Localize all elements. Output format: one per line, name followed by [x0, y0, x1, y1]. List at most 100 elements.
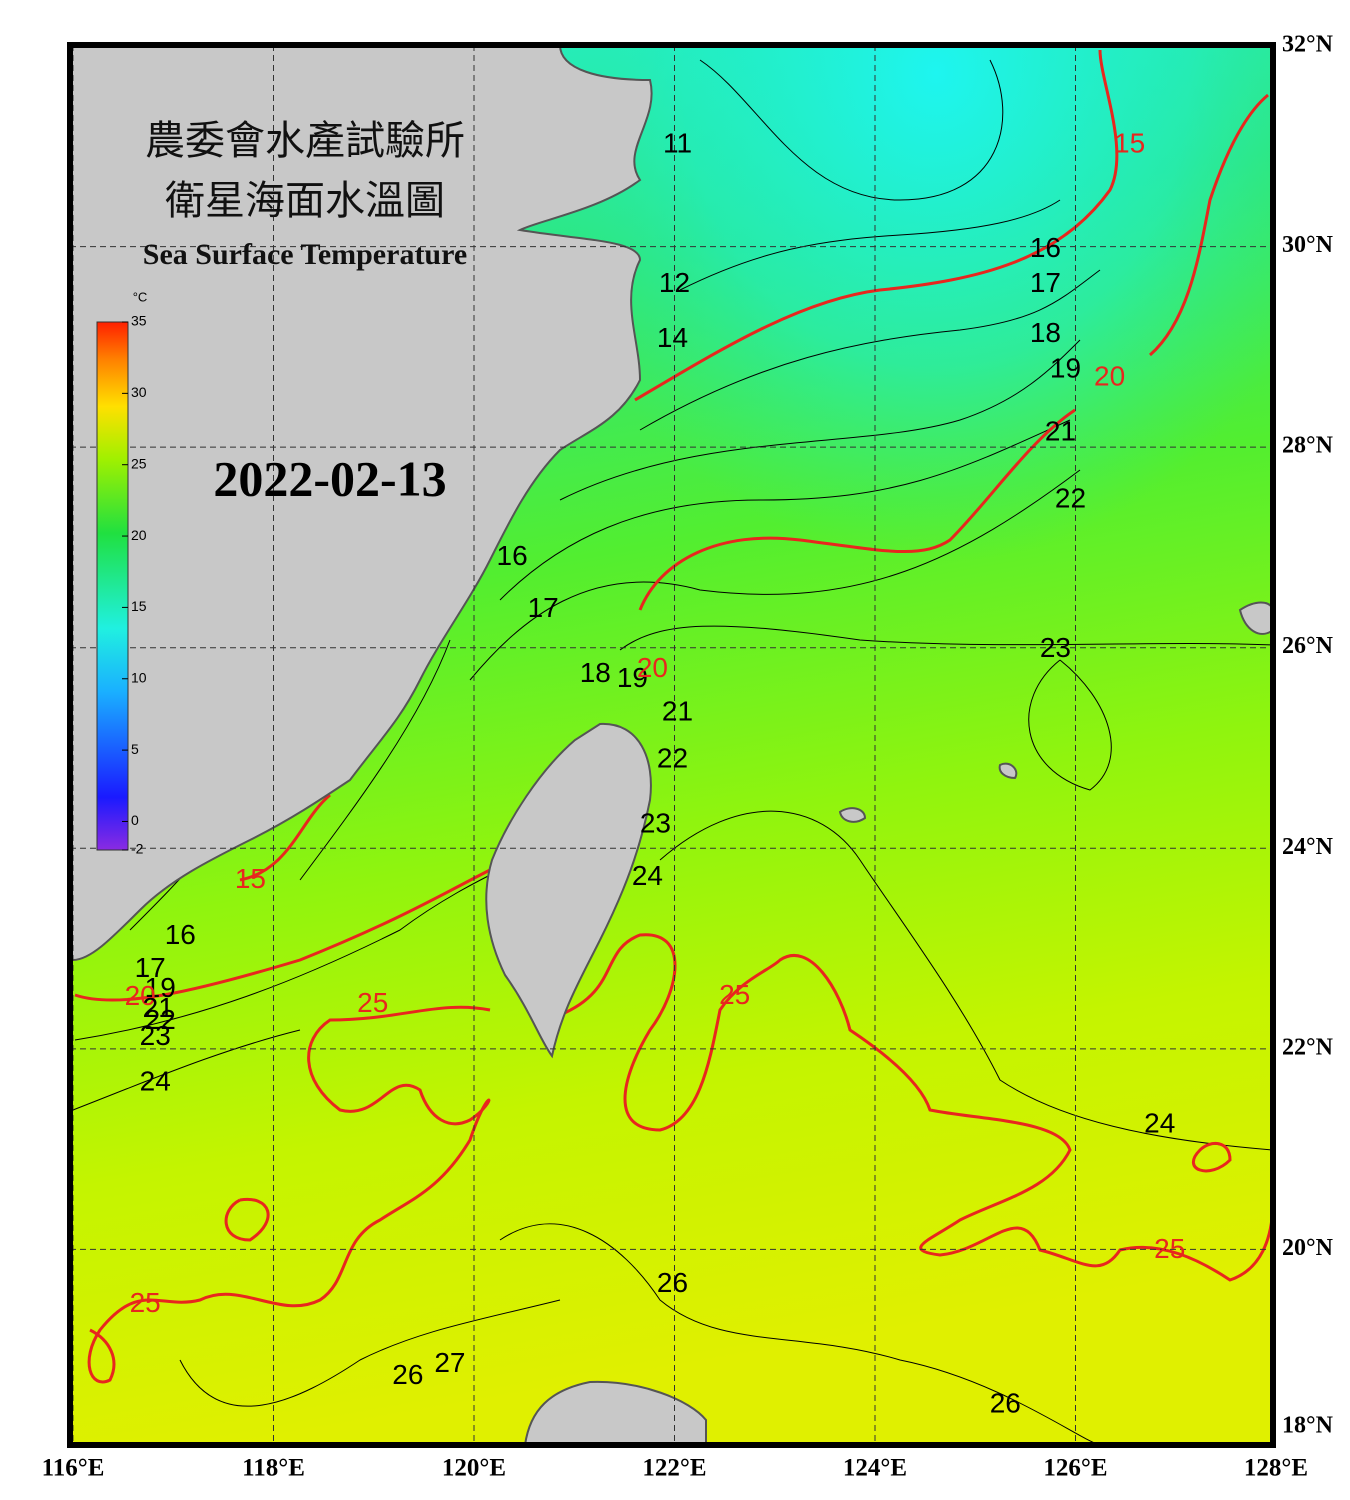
colorbar-tick-label: 5 [131, 741, 139, 757]
title-line-2: 衛星海面水溫圖 [165, 178, 445, 223]
contour-label: 14 [657, 322, 688, 353]
island [998, 762, 1018, 780]
lat-tick-label: 26°N [1282, 633, 1334, 659]
isotherm [72, 1029, 301, 1111]
southern-island [523, 1380, 707, 1445]
contour-label: 24 [1144, 1107, 1175, 1138]
highlight-isotherms [74, 49, 1273, 1384]
title-english: Sea Surface Temperature [143, 238, 467, 271]
colorbar-tick-label: 35 [131, 313, 147, 329]
contour-label: 24 [632, 860, 663, 891]
contour-label: 26 [657, 1267, 688, 1298]
contour-label: 25 [719, 979, 750, 1010]
isotherm-25 [1192, 1141, 1232, 1173]
contour-label: 19 [617, 662, 648, 693]
isotherm-25 [559, 933, 1273, 1282]
lon-tick-label: 128°E [1244, 1455, 1308, 1482]
contour-label: 22 [145, 1004, 176, 1035]
contour-label: 23 [1040, 632, 1071, 663]
colorbar-tick-label: -2 [131, 841, 144, 857]
contour-label: 26 [392, 1359, 423, 1390]
contour-label: 11 [663, 128, 692, 159]
contour-label: 24 [140, 1065, 171, 1096]
isotherm-25 [224, 1197, 270, 1242]
isotherm-25 [87, 1005, 491, 1384]
contour-label: 18 [1030, 317, 1061, 348]
island [838, 807, 867, 823]
contour-label: 23 [140, 1020, 171, 1051]
isotherm [499, 1223, 1101, 1445]
contour-label: 23 [640, 808, 671, 839]
contour-label: 25 [1154, 1233, 1185, 1264]
land [70, 45, 1273, 1445]
isotherm [1028, 659, 1112, 791]
contour-label: 20 [1094, 360, 1125, 391]
contour-label: 22 [1055, 483, 1086, 514]
isotherm-15 [239, 793, 331, 882]
contour-label: 16 [165, 919, 196, 950]
colorbar-tick-label: 30 [131, 384, 147, 400]
contour-label: 20 [125, 980, 156, 1011]
isotherm-20 [638, 408, 1076, 611]
colorbar-ticks: 35 30 25 20 15 10 5 0 -2 [122, 313, 147, 857]
lon-tick-label: 124°E [843, 1455, 907, 1482]
isotherm [499, 419, 1071, 601]
lon-tick-label: 116°E [42, 1455, 105, 1482]
isotherm [659, 810, 1273, 1151]
map-frame [67, 42, 1276, 1448]
lat-tick-label: 24°N [1282, 834, 1334, 860]
isotherm [699, 59, 1004, 201]
contour-label: 21 [143, 992, 174, 1023]
colorbar-tick-label: 15 [131, 598, 147, 614]
isotherm [679, 199, 1061, 291]
contour-label: 16 [497, 540, 528, 571]
title-line-1: 農委會水產試驗所 [145, 118, 465, 163]
lat-tick-label: 28°N [1282, 433, 1334, 459]
isotherm [179, 1299, 561, 1407]
date: 2022-02-13 [213, 450, 446, 506]
contour-label: 22 [657, 742, 688, 773]
island [1238, 601, 1273, 635]
colorbar-tick-label: 25 [131, 455, 147, 471]
contour-label: 19 [145, 972, 176, 1003]
isotherm [559, 339, 1081, 501]
isotherm [74, 869, 501, 1041]
lon-tick-label: 126°E [1043, 1455, 1107, 1482]
lat-tick-label: 22°N [1282, 1034, 1334, 1060]
lat-tick-label: 20°N [1282, 1235, 1334, 1261]
contour-label: 19 [1050, 352, 1081, 383]
contour-label: 17 [1030, 267, 1061, 298]
colorbar-unit: °C [133, 289, 148, 304]
contour-label: 12 [659, 267, 690, 298]
colorbar [96, 321, 129, 851]
contour-label: 17 [135, 952, 166, 983]
contour-label: 17 [528, 592, 559, 623]
contour-label: 26 [990, 1387, 1021, 1418]
axis-labels: 116°E 118°E 120°E 122°E 124°E 126°E 128°E 32°N 3… [42, 32, 1334, 1482]
isotherm-20 [1149, 93, 1269, 357]
isotherm-15 [634, 49, 1119, 402]
contour-label: 15 [1114, 128, 1145, 159]
lat-tick-label: 30°N [1282, 232, 1334, 258]
contour-label: 15 [235, 863, 266, 894]
colorbar-tick-label: 20 [131, 527, 147, 543]
isotherm [639, 269, 1101, 431]
contour-label: 18 [580, 657, 611, 688]
contour-label: 16 [1030, 232, 1061, 263]
contour-label: 20 [637, 652, 668, 683]
isotherm [299, 639, 451, 881]
colorbar-tick-label: 10 [131, 669, 147, 685]
contour-label: 25 [357, 987, 388, 1018]
taiwan [485, 722, 652, 1059]
isotherm-20 [74, 868, 491, 1002]
isotherm [469, 469, 1081, 681]
colorbar-tick-label: 0 [131, 812, 139, 828]
contour-label: 21 [662, 695, 693, 726]
lon-tick-label: 118°E [242, 1455, 305, 1482]
lat-tick-label: 32°N [1282, 32, 1334, 58]
contour-label: 25 [130, 1287, 161, 1318]
